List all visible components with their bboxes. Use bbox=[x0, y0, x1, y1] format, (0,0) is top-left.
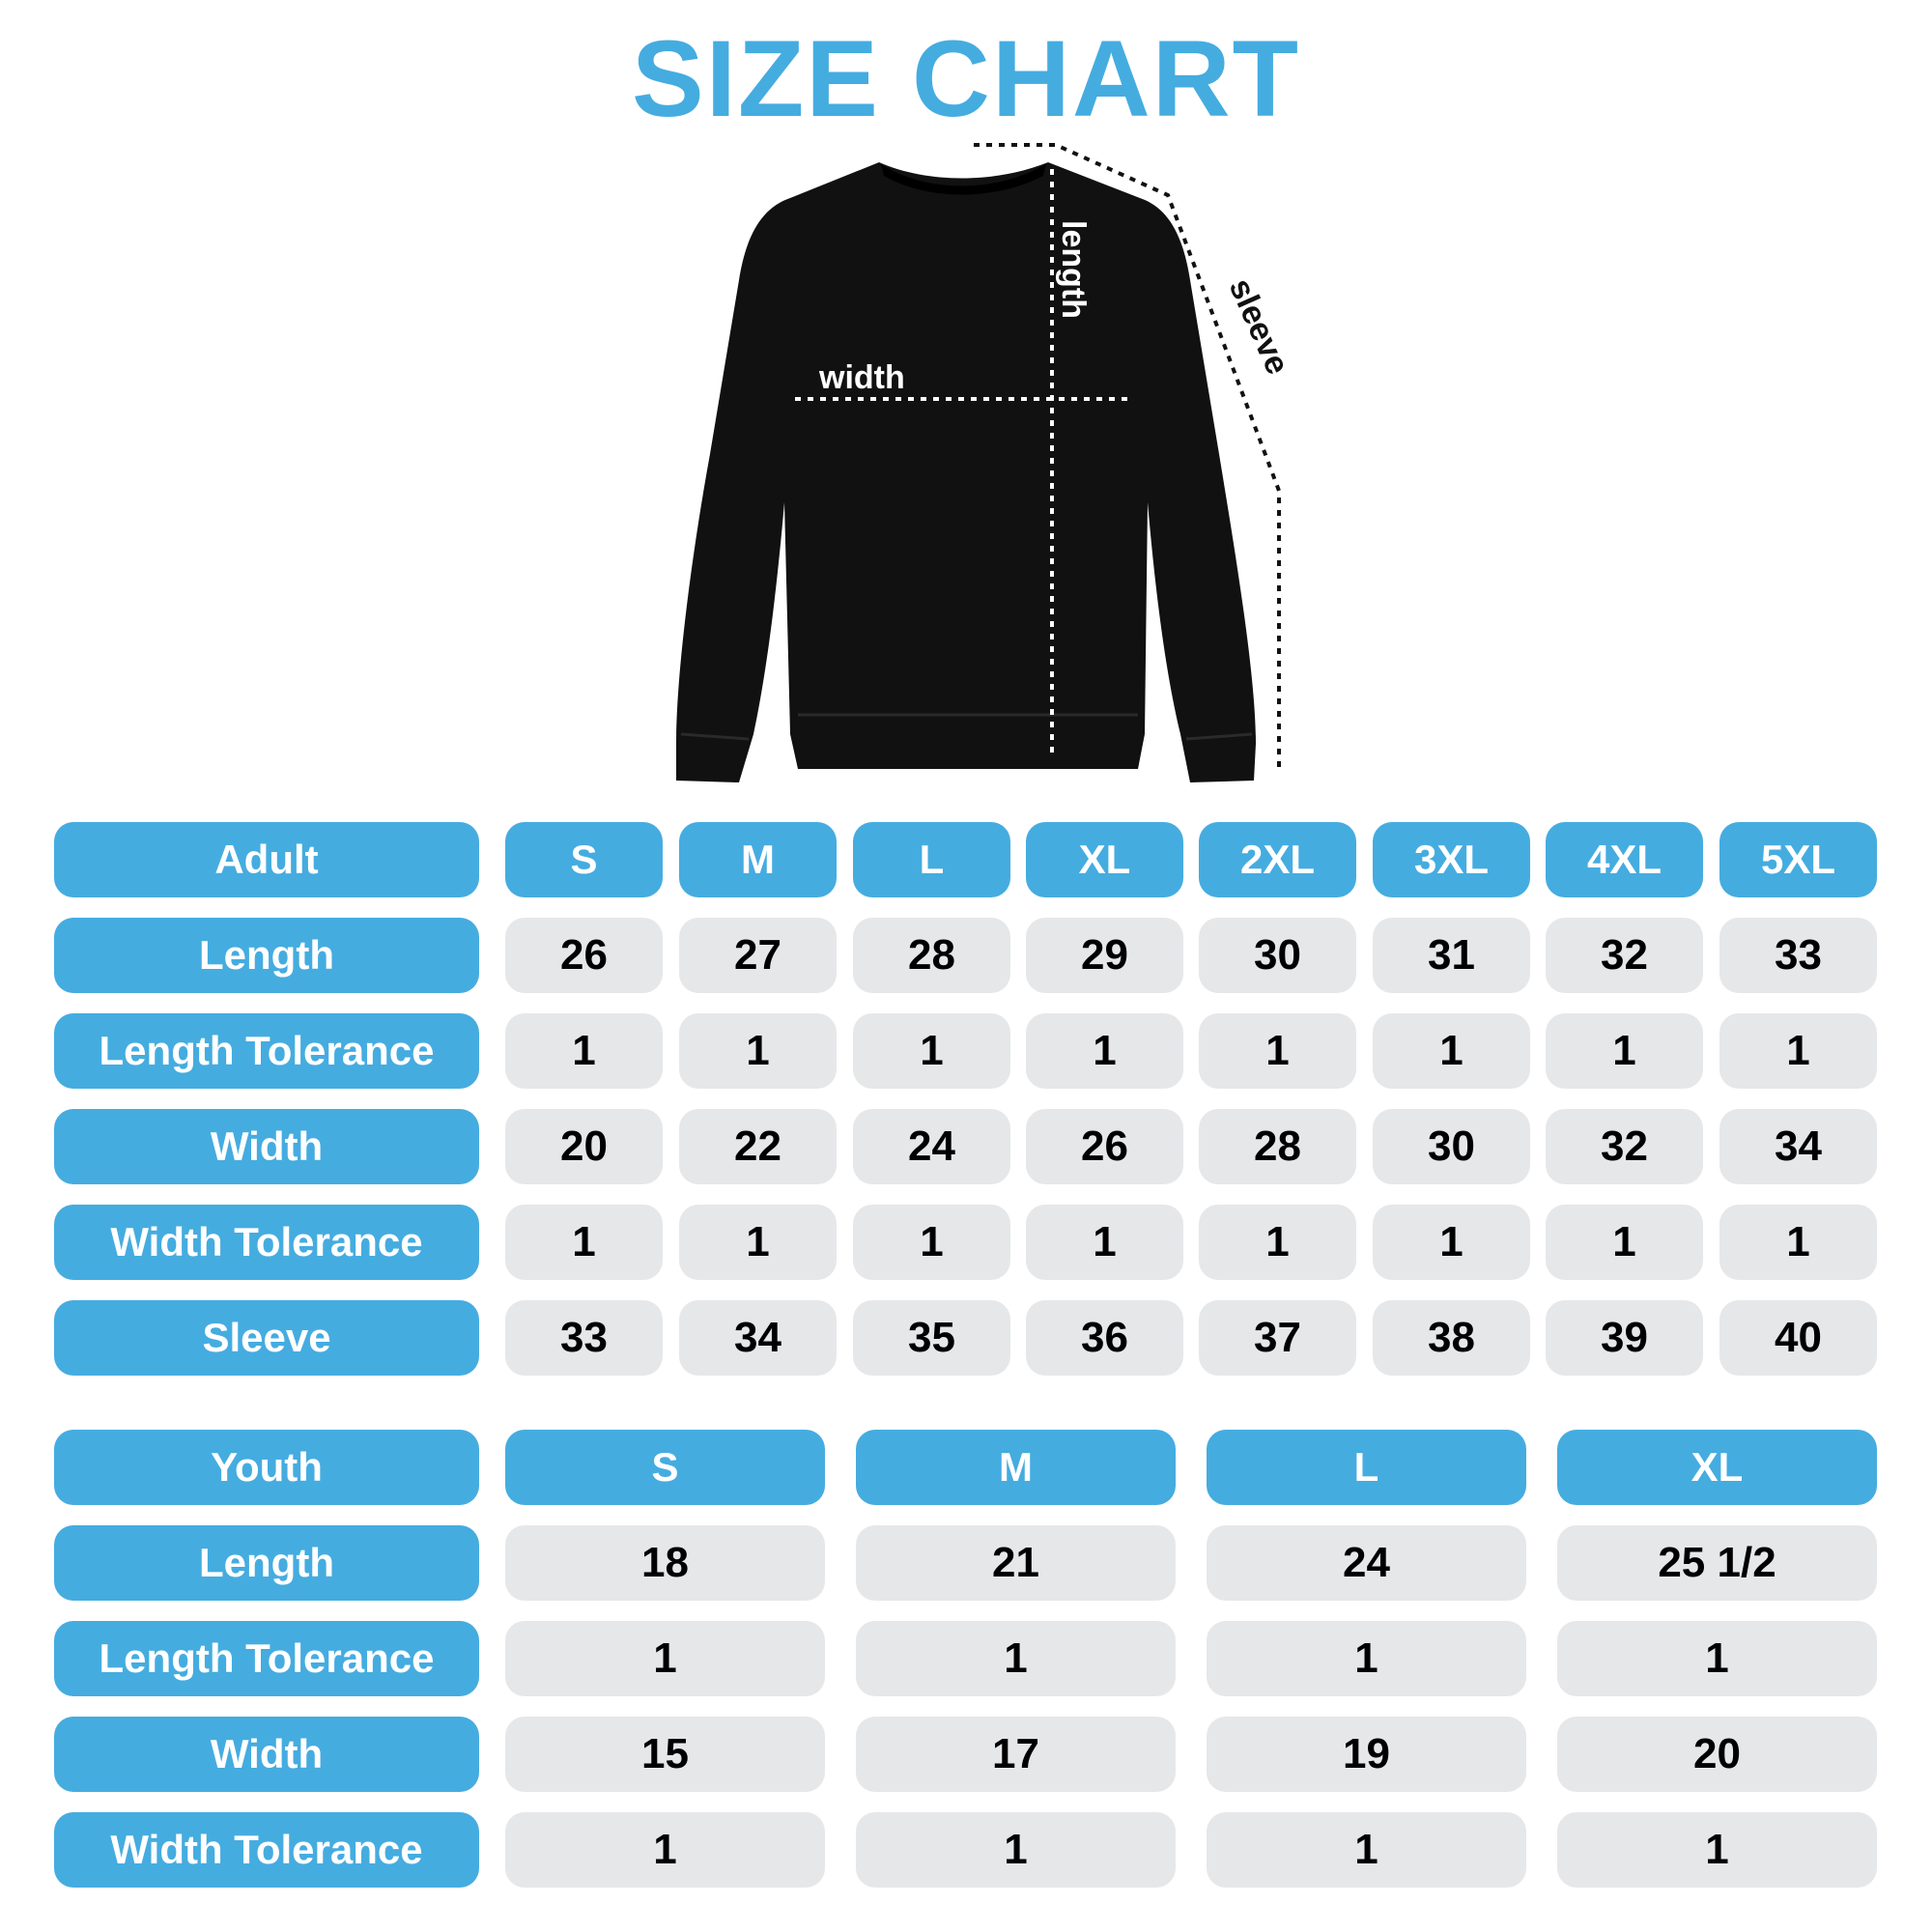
adult-size-5xl: 5XL bbox=[1719, 822, 1877, 897]
adult-cell: 32 bbox=[1546, 918, 1703, 993]
adult-size-2xl: 2XL bbox=[1199, 822, 1356, 897]
adult-cell: 1 bbox=[1026, 1013, 1183, 1089]
adult-cell: 39 bbox=[1546, 1300, 1703, 1376]
youth-size-s: S bbox=[505, 1430, 825, 1505]
sleeve-line bbox=[974, 143, 1281, 770]
youth-cell: 15 bbox=[505, 1717, 825, 1792]
adult-cell: 32 bbox=[1546, 1109, 1703, 1184]
adult-cell: 40 bbox=[1719, 1300, 1877, 1376]
adult-cell: 34 bbox=[1719, 1109, 1877, 1184]
adult-cell: 33 bbox=[505, 1300, 663, 1376]
adult-cell: 29 bbox=[1026, 918, 1183, 993]
adult-cell: 34 bbox=[679, 1300, 837, 1376]
youth-cell: 1 bbox=[505, 1621, 825, 1696]
adult-row-label: Sleeve bbox=[54, 1300, 479, 1376]
adult-cell: 20 bbox=[505, 1109, 663, 1184]
youth-cell: 1 bbox=[1557, 1621, 1877, 1696]
length-label: length bbox=[1055, 220, 1092, 319]
adult-cell: 36 bbox=[1026, 1300, 1183, 1376]
adult-cell: 35 bbox=[853, 1300, 1010, 1376]
adult-cell: 1 bbox=[1719, 1205, 1877, 1280]
adult-cell: 1 bbox=[1546, 1205, 1703, 1280]
youth-size-l: L bbox=[1207, 1430, 1526, 1505]
adult-cell: 1 bbox=[1719, 1013, 1877, 1089]
adult-cell: 1 bbox=[1546, 1013, 1703, 1089]
adult-cell: 28 bbox=[1199, 1109, 1356, 1184]
youth-cell: 24 bbox=[1207, 1525, 1526, 1601]
adult-row-label: Width bbox=[54, 1109, 479, 1184]
youth-row-label: Width bbox=[54, 1717, 479, 1792]
youth-row-label: Width Tolerance bbox=[54, 1812, 479, 1888]
adult-size-4xl: 4XL bbox=[1546, 822, 1703, 897]
adult-cell: 26 bbox=[1026, 1109, 1183, 1184]
adult-cell: 30 bbox=[1373, 1109, 1530, 1184]
youth-cell: 18 bbox=[505, 1525, 825, 1601]
adult-size-3xl: 3XL bbox=[1373, 822, 1530, 897]
width-label: width bbox=[818, 359, 905, 396]
adult-cell: 1 bbox=[853, 1013, 1010, 1089]
adult-cell: 1 bbox=[1199, 1205, 1356, 1280]
adult-cell: 28 bbox=[853, 918, 1010, 993]
adult-row-label: Length Tolerance bbox=[54, 1013, 479, 1089]
youth-cell: 20 bbox=[1557, 1717, 1877, 1792]
sleeve-label: sleeve bbox=[1222, 273, 1296, 380]
youth-row-label: Length bbox=[54, 1525, 479, 1601]
adult-size-m: M bbox=[679, 822, 837, 897]
adult-cell: 30 bbox=[1199, 918, 1356, 993]
adult-cell: 24 bbox=[853, 1109, 1010, 1184]
youth-header: Youth bbox=[54, 1430, 479, 1505]
youth-cell: 1 bbox=[856, 1812, 1176, 1888]
adult-size-s: S bbox=[505, 822, 663, 897]
adult-cell: 1 bbox=[1373, 1205, 1530, 1280]
adult-cell: 1 bbox=[1199, 1013, 1356, 1089]
sweatshirt-image bbox=[676, 162, 1256, 782]
adult-row-label: Length bbox=[54, 918, 479, 993]
adult-cell: 1 bbox=[505, 1013, 663, 1089]
adult-size-l: L bbox=[853, 822, 1010, 897]
page-title: SIZE CHART bbox=[632, 18, 1300, 139]
youth-cell: 19 bbox=[1207, 1717, 1526, 1792]
youth-cell: 25 1/2 bbox=[1557, 1525, 1877, 1601]
youth-cell: 1 bbox=[505, 1812, 825, 1888]
adult-cell: 1 bbox=[505, 1205, 663, 1280]
youth-cell: 1 bbox=[1207, 1812, 1526, 1888]
youth-cell: 17 bbox=[856, 1717, 1176, 1792]
youth-size-xl: XL bbox=[1557, 1430, 1877, 1505]
adult-cell: 33 bbox=[1719, 918, 1877, 993]
adult-cell: 1 bbox=[853, 1205, 1010, 1280]
adult-cell: 1 bbox=[1373, 1013, 1530, 1089]
adult-cell: 1 bbox=[679, 1013, 837, 1089]
youth-cell: 1 bbox=[856, 1621, 1176, 1696]
adult-header: Adult bbox=[54, 822, 479, 897]
adult-cell: 38 bbox=[1373, 1300, 1530, 1376]
youth-cell: 1 bbox=[1207, 1621, 1526, 1696]
adult-cell: 26 bbox=[505, 918, 663, 993]
adult-cell: 1 bbox=[679, 1205, 837, 1280]
sweatshirt-diagram: width length sleeve bbox=[676, 143, 1296, 782]
youth-cell: 1 bbox=[1557, 1812, 1877, 1888]
youth-size-m: M bbox=[856, 1430, 1176, 1505]
adult-cell: 27 bbox=[679, 918, 837, 993]
adult-size-xl: XL bbox=[1026, 822, 1183, 897]
adult-cell: 1 bbox=[1026, 1205, 1183, 1280]
adult-cell: 31 bbox=[1373, 918, 1530, 993]
youth-row-label: Length Tolerance bbox=[54, 1621, 479, 1696]
adult-cell: 22 bbox=[679, 1109, 837, 1184]
youth-cell: 21 bbox=[856, 1525, 1176, 1601]
adult-row-label: Width Tolerance bbox=[54, 1205, 479, 1280]
adult-cell: 37 bbox=[1199, 1300, 1356, 1376]
